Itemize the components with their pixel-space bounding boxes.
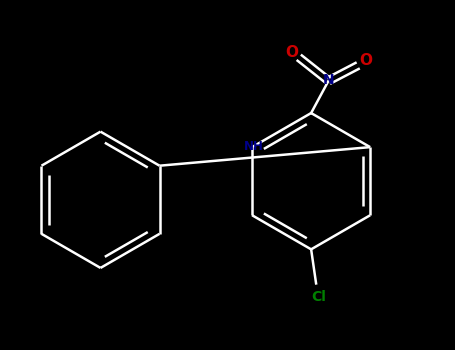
Text: N: N xyxy=(323,72,334,86)
Text: O: O xyxy=(359,53,372,68)
Text: O: O xyxy=(285,45,298,60)
Text: NH: NH xyxy=(243,140,263,153)
Text: Cl: Cl xyxy=(312,290,327,304)
